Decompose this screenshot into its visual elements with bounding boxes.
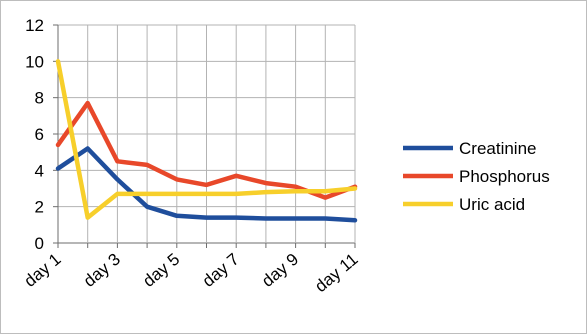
y-tick-label: 4 [35,161,44,180]
legend: Creatinine Phosphorus Uric acid [403,139,550,214]
x-tick-label: day 3 [80,250,124,291]
series-line-creatinine [55,146,358,223]
y-tick-label: 0 [35,234,44,253]
legend-label: Uric acid [459,195,525,214]
x-tick-label: day 9 [258,250,302,291]
x-tick-label: day 1 [20,250,64,291]
x-tick-label: day 11 [311,250,361,297]
y-tick-label: 10 [25,52,44,71]
series-lines [55,59,358,223]
legend-label: Creatinine [459,139,537,158]
grid [57,24,356,244]
y-tick-label: 8 [35,89,44,108]
series-line-uric-acid [55,59,358,220]
axes: 0 2 4 6 8 10 12 day 1 day 3 day 5 day 7 day 9 day 11 [20,16,361,296]
x-tick-label: day 5 [139,250,183,291]
y-tick-label: 6 [35,125,44,144]
y-tick-label: 12 [25,16,44,35]
y-tick-label: 2 [35,198,44,217]
x-tick-label: day 7 [199,250,243,291]
legend-label: Phosphorus [459,167,550,186]
